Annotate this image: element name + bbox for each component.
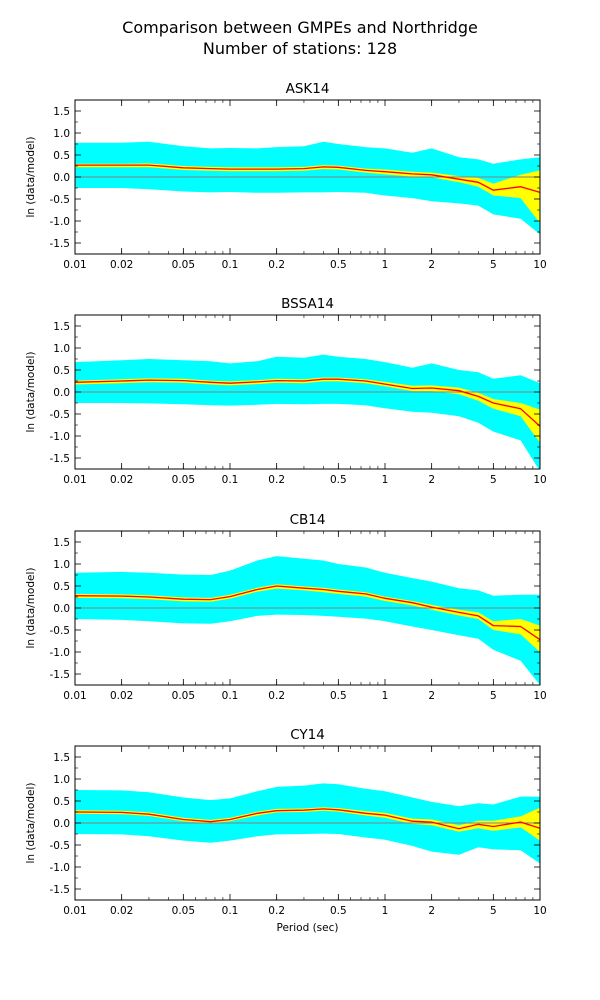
x-axis-label: Period (sec) [277, 922, 339, 934]
x-tick-label: 10 [533, 690, 546, 702]
x-tick-label: 0.5 [330, 259, 347, 271]
mean-line [75, 808, 540, 830]
chart-panel: 0.01 0.02 0.05 0.1 0.2 0.5 1 2 5 10 -1.5 -1.0 -0.5 0.… [25, 81, 547, 271]
y-tick-label: -1.0 [50, 216, 71, 228]
chart-panel: 0.01 0.02 0.05 0.1 0.2 0.5 1 2 5 10 -1.5 -1.0 -0.5 0.… [25, 727, 547, 934]
mean-line [75, 164, 540, 194]
x-tick-label: 1 [382, 905, 389, 917]
y-axis-label: ln (data/model) [25, 137, 37, 218]
x-tick-label: 0.2 [268, 905, 285, 917]
x-tick-label: 0.01 [63, 259, 86, 271]
y-tick-label: 0.5 [53, 796, 70, 808]
plot-area [75, 354, 540, 469]
y-tick-label: 0.5 [53, 365, 70, 377]
x-tick-label: 0.2 [268, 474, 285, 486]
x-tick-label: 0.1 [222, 690, 239, 702]
y-tick-label: 1.5 [53, 537, 70, 549]
panel-title: CY14 [290, 727, 325, 743]
y-tick-label: 1.0 [53, 774, 70, 786]
chart-panel: 0.01 0.02 0.05 0.1 0.2 0.5 1 2 5 10 -1.5 -1.0 -0.5 0.… [25, 296, 547, 486]
y-axis-label: ln (data/model) [25, 568, 37, 649]
x-tick-label: 1 [382, 259, 389, 271]
y-tick-label: -1.5 [50, 453, 71, 465]
x-tick-label: 10 [533, 259, 546, 271]
x-tick-label: 5 [490, 259, 497, 271]
y-tick-label: 0.0 [53, 172, 70, 184]
x-tick-label: 0.05 [172, 905, 195, 917]
x-tick-label: 0.05 [172, 259, 195, 271]
y-tick-label: -1.0 [50, 862, 71, 874]
panel-title: CB14 [290, 512, 326, 528]
y-tick-label: -1.0 [50, 431, 71, 443]
x-tick-label: 5 [490, 690, 497, 702]
y-tick-label: 1.0 [53, 559, 70, 571]
x-tick-label: 0.5 [330, 905, 347, 917]
y-tick-label: 0.0 [53, 387, 70, 399]
x-tick-label: 0.1 [222, 474, 239, 486]
figure-subtitle: Number of stations: 128 [202, 39, 398, 58]
x-tick-label: 0.2 [268, 690, 285, 702]
x-tick-label: 1 [382, 690, 389, 702]
inner-band [75, 584, 540, 652]
x-tick-label: 2 [428, 905, 435, 917]
x-tick-label: 0.02 [110, 690, 133, 702]
y-tick-label: -1.0 [50, 647, 71, 659]
figure-title: Comparison between GMPEs and Northridge [122, 18, 478, 37]
x-tick-label: 0.05 [172, 690, 195, 702]
panel-title: BSSA14 [281, 296, 334, 312]
x-tick-label: 10 [533, 474, 546, 486]
mean-line [75, 378, 540, 427]
y-tick-label: 1.5 [53, 321, 70, 333]
x-tick-label: 5 [490, 474, 497, 486]
x-tick-label: 2 [428, 690, 435, 702]
outer-band [75, 556, 540, 685]
plot-area [75, 556, 540, 685]
chart-panel: 0.01 0.02 0.05 0.1 0.2 0.5 1 2 5 10 -1.5 -1.0 -0.5 0.… [25, 512, 547, 702]
x-tick-label: 2 [428, 259, 435, 271]
x-tick-label: 2 [428, 474, 435, 486]
x-tick-label: 10 [533, 905, 546, 917]
x-tick-label: 0.02 [110, 905, 133, 917]
x-tick-label: 0.01 [63, 690, 86, 702]
y-tick-label: 1.0 [53, 343, 70, 355]
x-tick-label: 1 [382, 474, 389, 486]
x-tick-label: 0.05 [172, 474, 195, 486]
y-tick-label: -1.5 [50, 669, 71, 681]
panel-title: ASK14 [286, 81, 330, 97]
y-tick-label: 1.5 [53, 752, 70, 764]
x-tick-label: 0.5 [330, 474, 347, 486]
plot-area [75, 141, 540, 235]
x-tick-label: 0.2 [268, 259, 285, 271]
outer-band [75, 354, 540, 469]
x-tick-label: 0.02 [110, 259, 133, 271]
y-tick-label: -0.5 [50, 194, 71, 206]
y-tick-label: 1.0 [53, 128, 70, 140]
y-tick-label: -1.5 [50, 238, 71, 250]
x-tick-label: 0.01 [63, 474, 86, 486]
y-axis-label: ln (data/model) [25, 783, 37, 864]
plot-area [75, 783, 540, 864]
y-axis-label: ln (data/model) [25, 352, 37, 433]
x-tick-label: 0.1 [222, 905, 239, 917]
y-tick-label: -1.5 [50, 884, 71, 896]
y-tick-label: 0.0 [53, 603, 70, 615]
y-tick-label: -0.5 [50, 840, 71, 852]
x-tick-label: 0.01 [63, 905, 86, 917]
y-tick-label: 0.5 [53, 150, 70, 162]
y-tick-label: -0.5 [50, 625, 71, 637]
mean-line [75, 585, 540, 641]
x-tick-label: 0.5 [330, 690, 347, 702]
y-tick-label: 0.0 [53, 818, 70, 830]
x-tick-label: 0.1 [222, 259, 239, 271]
y-tick-label: 1.5 [53, 106, 70, 118]
inner-band [75, 807, 540, 841]
y-tick-label: -0.5 [50, 409, 71, 421]
x-tick-label: 0.02 [110, 474, 133, 486]
y-tick-label: 0.5 [53, 581, 70, 593]
x-tick-label: 5 [490, 905, 497, 917]
outer-band [75, 141, 540, 235]
